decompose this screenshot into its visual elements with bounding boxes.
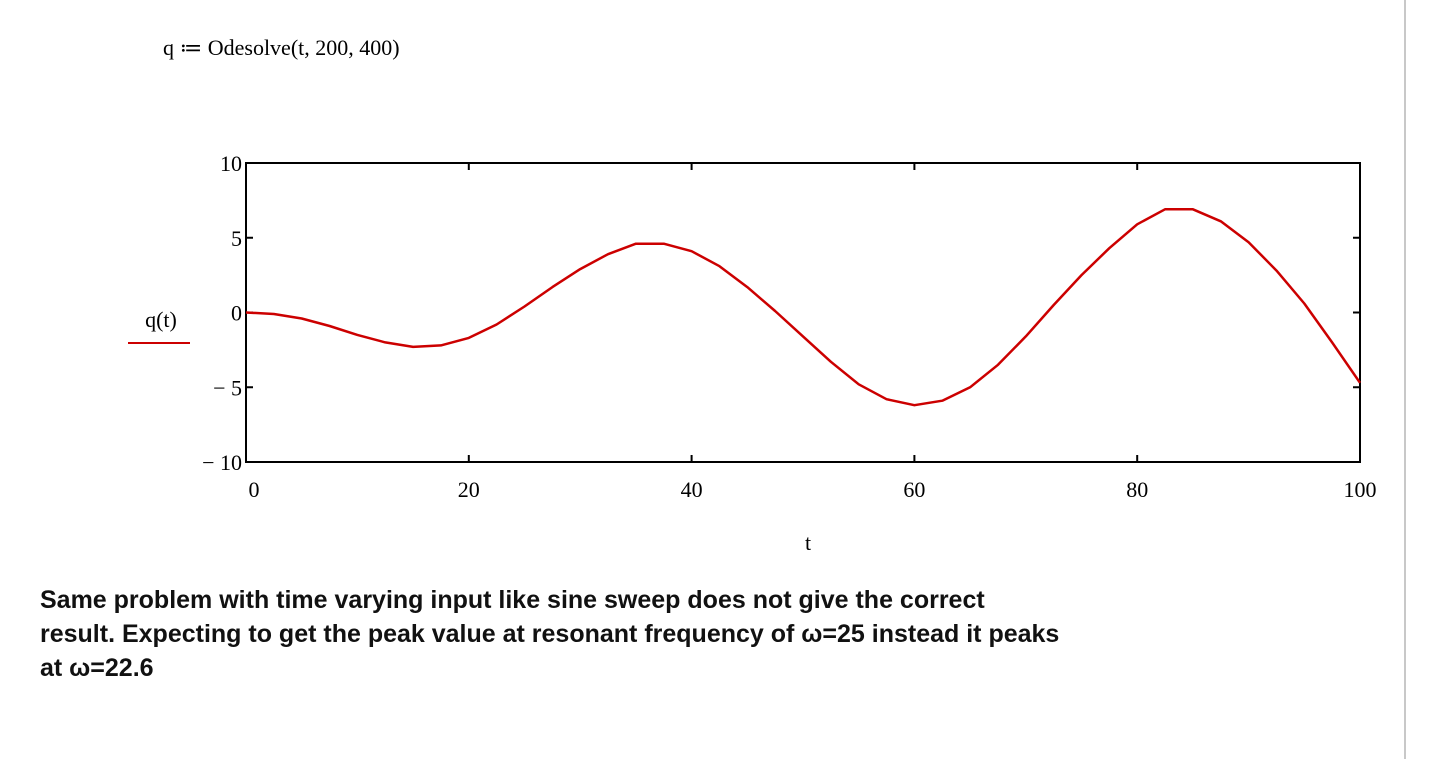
x-tick-label: 60 [903,477,925,502]
plot-frame [245,162,1361,463]
y-tick-label: 10 [220,151,242,176]
y-tick-label: 5 [231,226,242,251]
x-tick-label: 40 [681,477,703,502]
paragraph-line: at ω=22.6 [40,654,154,682]
y-tick-label: − 5 [213,375,242,400]
legend-label: q(t) [145,307,177,332]
x-tick-label: 80 [1126,477,1148,502]
data-line [245,208,1362,407]
y-tick-label: 0 [231,301,242,326]
y-tick-label: − 10 [202,450,242,475]
x-tick-label: 0 [249,477,260,502]
x-tick-label: 100 [1344,477,1377,502]
paragraph-line: result. Expecting to get the peak value … [40,620,1059,648]
paragraph-line: Same problem with time varying input lik… [40,586,985,614]
expression: q ≔ Odesolve(t, 200, 400) [163,35,400,60]
x-tick-label: 20 [458,477,480,502]
x-axis-label: t [805,530,811,555]
